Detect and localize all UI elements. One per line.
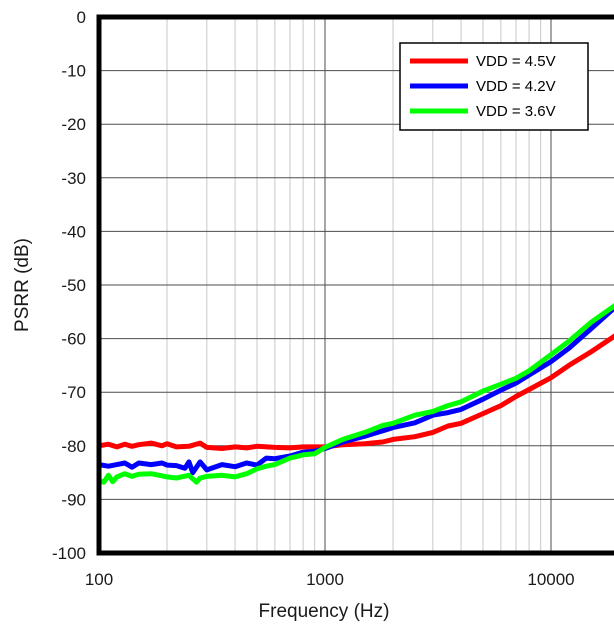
series-line-1 bbox=[96, 333, 614, 451]
legend: VDD = 4.5V VDD = 4.2V VDD = 3.6V bbox=[399, 42, 589, 131]
y-tick-label: -70 bbox=[61, 383, 86, 402]
y-tick-labels: 0 -10 -20 -30 -40 -50 -60 -70 -80 -90 -100 bbox=[52, 8, 86, 563]
y-tick-label: -40 bbox=[61, 222, 86, 241]
x-tick-label: 1000 bbox=[306, 570, 344, 589]
x-tick-label: 100 bbox=[85, 570, 113, 589]
plot-frame bbox=[96, 14, 614, 556]
series-line-3 bbox=[96, 303, 614, 485]
y-tick-label: -20 bbox=[61, 115, 86, 134]
y-axis-title: PSRR (dB) bbox=[12, 238, 33, 332]
y-tick-label: -50 bbox=[61, 276, 86, 295]
y-tick-label: -80 bbox=[61, 437, 86, 456]
legend-label: VDD = 4.5V bbox=[476, 53, 556, 70]
series-layer bbox=[96, 303, 614, 485]
y-tick-label: 0 bbox=[77, 8, 86, 27]
legend-label: VDD = 4.2V bbox=[476, 78, 556, 95]
y-tick-label: -100 bbox=[52, 544, 86, 563]
series-line-2 bbox=[96, 304, 614, 476]
x-axis-title: Frequency (Hz) bbox=[259, 601, 390, 622]
y-tick-label: -30 bbox=[61, 169, 86, 188]
y-tick-label: -60 bbox=[61, 330, 86, 349]
y-tick-label: -90 bbox=[61, 490, 86, 509]
x-tick-label: 10000 bbox=[527, 570, 574, 589]
legend-label: VDD = 3.6V bbox=[476, 103, 556, 120]
x-tick-labels: 100 1000 10000 bbox=[85, 570, 575, 589]
y-tick-label: -10 bbox=[61, 62, 86, 81]
